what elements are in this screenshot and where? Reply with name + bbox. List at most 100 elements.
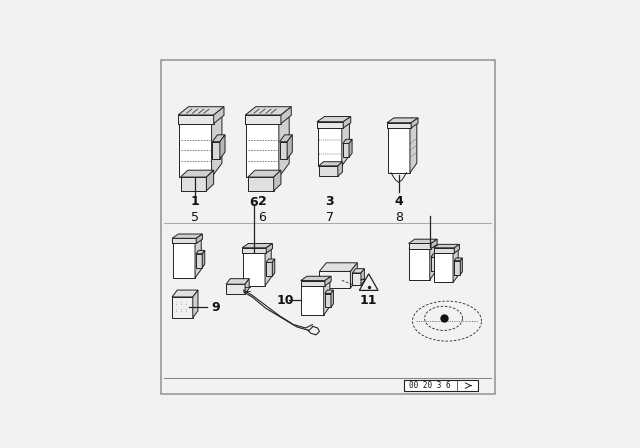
Text: 00 20 3 6: 00 20 3 6	[409, 381, 451, 390]
Text: 6: 6	[250, 196, 258, 209]
Polygon shape	[454, 258, 462, 261]
Polygon shape	[317, 117, 349, 128]
Polygon shape	[343, 116, 351, 128]
Polygon shape	[266, 244, 273, 253]
Polygon shape	[349, 139, 352, 157]
Polygon shape	[408, 239, 437, 244]
Polygon shape	[178, 107, 224, 115]
Text: 8: 8	[395, 211, 403, 224]
Polygon shape	[434, 246, 458, 253]
Polygon shape	[266, 259, 275, 263]
FancyBboxPatch shape	[161, 60, 495, 393]
Polygon shape	[243, 253, 265, 286]
Polygon shape	[243, 244, 271, 253]
Polygon shape	[409, 240, 436, 249]
Polygon shape	[280, 142, 287, 159]
Polygon shape	[301, 280, 325, 286]
Polygon shape	[242, 248, 266, 253]
Polygon shape	[195, 235, 201, 278]
Text: 11: 11	[360, 294, 378, 307]
Polygon shape	[319, 166, 338, 176]
Polygon shape	[454, 261, 460, 275]
Polygon shape	[387, 118, 418, 123]
Polygon shape	[193, 290, 198, 318]
Polygon shape	[196, 254, 202, 267]
Polygon shape	[331, 290, 333, 307]
Polygon shape	[430, 240, 436, 280]
Polygon shape	[454, 244, 460, 253]
Polygon shape	[173, 244, 195, 278]
Polygon shape	[324, 277, 330, 315]
Polygon shape	[245, 115, 281, 124]
Polygon shape	[179, 110, 222, 124]
Polygon shape	[434, 253, 453, 282]
Polygon shape	[324, 290, 333, 293]
Polygon shape	[207, 170, 214, 191]
Polygon shape	[196, 234, 202, 244]
Polygon shape	[317, 122, 343, 128]
Polygon shape	[272, 259, 275, 276]
Polygon shape	[319, 263, 357, 271]
Polygon shape	[319, 162, 342, 166]
Polygon shape	[301, 276, 331, 280]
Text: 2: 2	[258, 194, 267, 207]
Polygon shape	[226, 279, 249, 284]
Polygon shape	[266, 263, 272, 276]
Polygon shape	[214, 107, 224, 124]
Polygon shape	[409, 249, 430, 280]
Polygon shape	[361, 269, 364, 285]
Polygon shape	[387, 118, 417, 128]
Polygon shape	[317, 116, 351, 122]
Polygon shape	[245, 107, 291, 115]
Polygon shape	[431, 257, 437, 271]
Text: 10: 10	[276, 294, 294, 307]
FancyBboxPatch shape	[404, 380, 478, 391]
Text: 3: 3	[325, 194, 334, 207]
Polygon shape	[180, 177, 207, 191]
Polygon shape	[317, 128, 342, 166]
Polygon shape	[279, 110, 289, 177]
Text: 9: 9	[212, 301, 220, 314]
Text: 1: 1	[191, 194, 200, 207]
Polygon shape	[248, 170, 281, 177]
Polygon shape	[265, 244, 271, 286]
Polygon shape	[352, 269, 364, 273]
Polygon shape	[287, 135, 292, 159]
Polygon shape	[301, 277, 330, 286]
Polygon shape	[352, 273, 361, 285]
Polygon shape	[460, 258, 462, 275]
Polygon shape	[301, 286, 324, 315]
Polygon shape	[411, 118, 418, 128]
Polygon shape	[453, 246, 458, 282]
Polygon shape	[248, 177, 274, 191]
Text: 7: 7	[326, 211, 333, 224]
Polygon shape	[387, 128, 410, 173]
Polygon shape	[220, 135, 225, 159]
Polygon shape	[172, 297, 193, 318]
Polygon shape	[319, 271, 351, 288]
Polygon shape	[202, 250, 205, 267]
Polygon shape	[343, 143, 349, 157]
Polygon shape	[242, 244, 273, 248]
Text: 6: 6	[259, 211, 266, 224]
Polygon shape	[324, 293, 331, 307]
Polygon shape	[431, 254, 440, 257]
Polygon shape	[410, 118, 417, 173]
Polygon shape	[172, 234, 202, 238]
Polygon shape	[196, 250, 205, 254]
Polygon shape	[178, 115, 214, 124]
Text: 5: 5	[191, 211, 199, 224]
Polygon shape	[246, 124, 279, 177]
Polygon shape	[325, 276, 331, 286]
Polygon shape	[342, 117, 349, 166]
Polygon shape	[431, 239, 437, 249]
Polygon shape	[212, 135, 225, 142]
Polygon shape	[387, 123, 411, 128]
Polygon shape	[280, 135, 292, 142]
Polygon shape	[172, 238, 196, 244]
Polygon shape	[245, 279, 249, 294]
Polygon shape	[246, 110, 289, 124]
Polygon shape	[338, 162, 342, 176]
Polygon shape	[212, 142, 220, 159]
Polygon shape	[343, 139, 352, 143]
